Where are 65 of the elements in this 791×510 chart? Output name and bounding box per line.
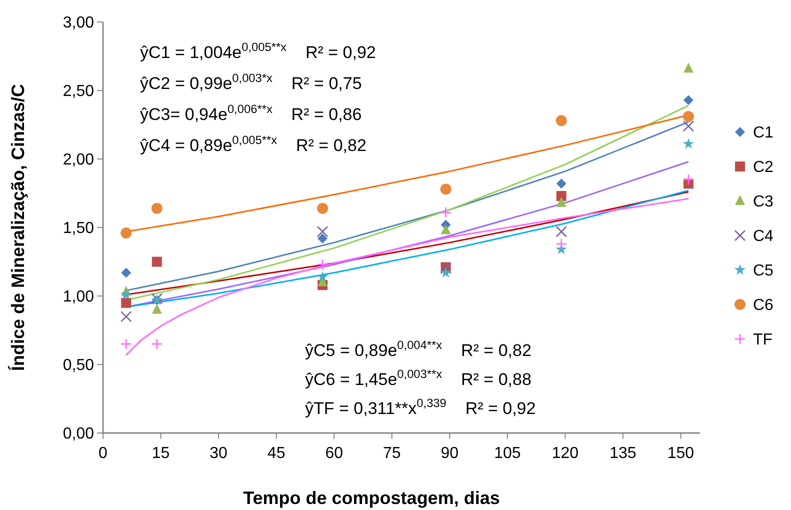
point	[318, 233, 328, 244]
y-tick-label: 2,50	[62, 83, 94, 100]
x-tick-label: 105	[494, 445, 521, 462]
legend-label: C4	[753, 228, 774, 246]
y-axis-title: Índice de Mineralização, Cinzas/C	[8, 84, 28, 372]
text: ŷC2 = 0,99e$^{0,003*x}$ R² = 0,75	[140, 71, 362, 93]
point	[121, 298, 132, 308]
point	[682, 174, 694, 186]
x-tick-label: 135	[610, 445, 636, 462]
point	[556, 238, 567, 250]
legend-label: C5	[753, 262, 774, 280]
x-tick-label: 15	[152, 445, 170, 462]
text: ŷC5 = 0,89e$^{0,004**x}$ R² = 0,82	[305, 338, 532, 360]
y-tick-label: 1,00	[62, 288, 94, 306]
legend-label: C2	[753, 159, 774, 176]
point	[317, 202, 328, 214]
y-tick-label: 1,50	[62, 220, 94, 238]
point	[152, 304, 162, 314]
y-tick-label: 0,00	[62, 426, 94, 443]
x-tick-label: 0	[98, 445, 108, 462]
point	[683, 95, 694, 106]
y-tick-label: 3,00	[62, 14, 94, 32]
text: ŷC3= 0,94e$^{0,006**x}$ R² = 0,86	[140, 102, 362, 124]
point	[556, 178, 566, 189]
point	[440, 184, 452, 195]
point	[316, 226, 328, 238]
point	[683, 62, 694, 73]
point	[682, 138, 694, 149]
point	[440, 224, 451, 234]
x-tick-label: 150	[667, 445, 694, 462]
text: ŷC1 = 1,004e$^{0,005**x}$ R² = 0,92	[140, 40, 376, 62]
x-tick-label: 45	[267, 445, 286, 462]
point	[316, 270, 328, 282]
text: ŷC6 = 1,45e$^{0,003**x}$ R² = 0,88	[305, 367, 532, 389]
point	[151, 202, 162, 214]
point	[120, 310, 132, 322]
text: ŷTF = 0,311**x$^{0,339}$ R² = 0,92	[305, 396, 536, 418]
x-tick-label: 60	[325, 445, 344, 462]
legend-label: C1	[753, 124, 774, 142]
x-tick-label: 30	[210, 445, 228, 462]
point	[316, 258, 328, 270]
point	[440, 206, 452, 218]
y-tick-label: 0,50	[62, 357, 94, 374]
legend-label: TF	[753, 332, 773, 349]
legend-label: C6	[753, 297, 774, 314]
x-axis-title: Tempo de compostagem, dias	[243, 488, 500, 508]
point	[121, 268, 132, 278]
text: ŷC4 = 0,89e$^{0,005**x}$ R² = 0,82	[140, 133, 366, 155]
point	[556, 190, 566, 201]
point	[120, 288, 132, 300]
point	[682, 111, 694, 122]
point	[151, 338, 163, 350]
x-tick-label: 120	[552, 445, 579, 462]
point	[682, 120, 694, 132]
x-tick-label: 90	[440, 445, 459, 462]
legend-label: C3	[753, 194, 774, 211]
point	[120, 227, 132, 238]
point	[440, 266, 452, 278]
point	[120, 338, 132, 350]
point	[556, 196, 566, 207]
point	[556, 226, 567, 238]
point	[556, 115, 567, 126]
y-tick-label: 2,00	[62, 152, 94, 169]
x-tick-label: 75	[382, 445, 401, 462]
point	[152, 256, 162, 267]
